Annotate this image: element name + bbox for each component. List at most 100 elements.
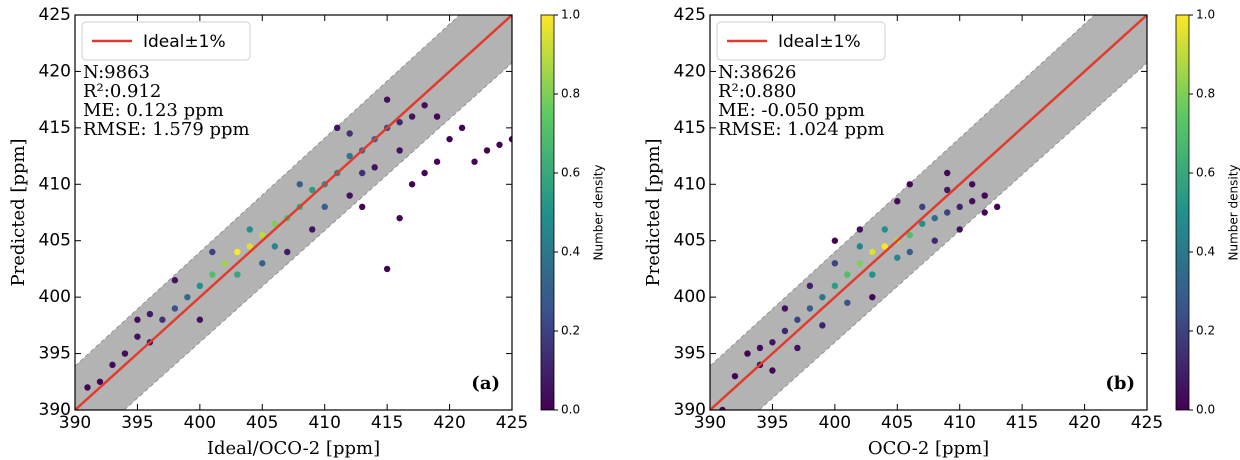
panel-label: (b) [1105,373,1135,394]
colorbar-label: Number density [592,164,606,260]
y-tick-label: 415 [39,118,71,138]
legend-box [81,21,251,61]
y-axis-label: Predicted [ppm] [643,138,664,286]
point [346,130,353,137]
point [894,198,901,205]
stat-text: N:9863 [83,62,150,83]
y-tick-label: 415 [674,118,706,138]
plot-area [75,15,512,410]
point [234,271,241,278]
point [496,141,503,148]
point [334,124,341,132]
stat-text: RMSE: 1.024 ppm [718,119,885,140]
point [919,203,926,211]
point [209,248,216,256]
point [259,260,266,267]
point [408,113,416,120]
point [259,231,266,239]
x-tick-label: 410 [308,413,340,433]
point [794,344,801,352]
point [309,226,316,233]
point [396,214,403,222]
point [396,119,403,126]
point [831,237,839,244]
stat-text: RMSE: 1.579 ppm [83,119,250,140]
point [396,147,403,154]
y-tick-label: 405 [674,231,706,251]
point [309,186,316,194]
point [196,316,204,323]
colorbar-tick-label: 0.8 [1196,87,1215,101]
point [906,181,913,188]
legend-box [716,21,886,61]
point [358,169,366,177]
stat-text: N:38626 [718,62,796,83]
point [346,152,353,160]
plot-area [710,15,1147,410]
x-tick-label: 420 [433,413,465,433]
point [806,305,814,312]
y-tick-label: 410 [674,174,706,194]
point [869,271,876,278]
y-tick-label: 410 [39,174,71,194]
point [421,102,428,109]
colorbar-tick-label: 0.4 [1196,245,1215,259]
point [284,248,291,256]
point [196,282,204,290]
point [96,378,104,385]
x-tick-label: 395 [756,413,788,433]
stat-text: R²:0.880 [718,81,796,102]
point [221,260,229,267]
point [844,299,851,306]
point [794,316,801,323]
point [134,316,141,323]
point [508,135,512,143]
point [981,192,988,199]
point [969,181,976,188]
point [246,226,253,233]
y-tick-label: 420 [674,61,706,81]
point [321,203,328,211]
x-tick-label: 410 [943,413,975,433]
point [831,260,839,267]
stat-text: ME: -0.050 ppm [718,100,865,121]
point [819,322,826,329]
colorbar-tick-label: 0.8 [561,87,580,101]
colorbar [540,14,555,411]
point [856,260,864,267]
point [856,226,864,233]
colorbar-tick-label: 0.0 [561,403,580,417]
point [981,209,988,216]
y-tick-label: 420 [39,61,71,81]
point [944,186,951,194]
point [446,135,453,143]
stat-text: R²:0.912 [83,81,161,102]
point [271,220,278,227]
point [383,265,391,273]
point [458,124,466,132]
axes-frame [709,14,1148,411]
x-tick-label: 405 [246,413,278,433]
point [769,339,776,346]
point [919,220,926,227]
point [471,158,478,165]
point [781,305,789,312]
colorbar-tick-label: 0.0 [1196,403,1215,417]
point [246,243,253,250]
point [421,169,428,177]
point [819,293,826,301]
x-tick-label: 390 [59,413,91,433]
y-tick-label: 400 [674,287,706,307]
colorbar-label: Number density [1227,164,1240,260]
point [159,316,166,323]
point [906,248,913,256]
point [433,113,441,120]
point [84,384,91,391]
x-tick-label: 420 [1068,413,1100,433]
y-tick-label: 390 [39,400,71,420]
point [756,344,764,352]
point [993,203,1001,211]
axes-frame [74,14,513,411]
point [831,282,839,290]
legend-label: Ideal±1% [143,32,226,52]
